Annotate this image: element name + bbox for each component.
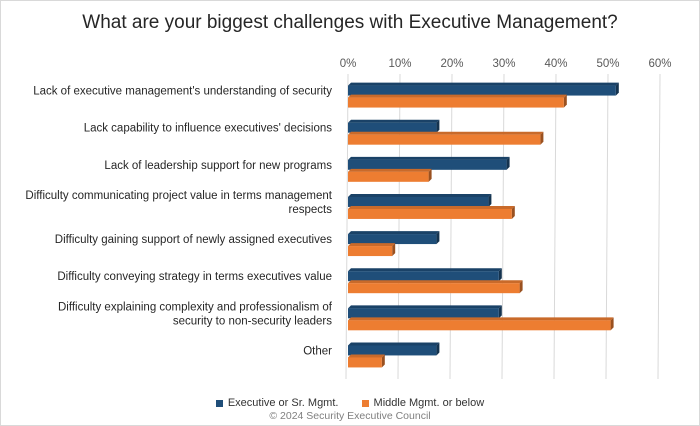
- bar-side-face: [428, 168, 432, 182]
- gridline: [553, 73, 557, 380]
- bar-top-face: [348, 243, 396, 247]
- bar-side-face: [506, 156, 510, 170]
- category-label: Difficulty conveying strategy in terms e…: [57, 271, 332, 283]
- bar-side-face: [436, 342, 440, 356]
- bar-executive: [348, 271, 499, 282]
- bar-side-face: [488, 193, 492, 207]
- category-label: Difficulty explaining complexity and pro…: [58, 301, 333, 313]
- bar-side-face: [392, 243, 396, 257]
- bar-side-face: [610, 317, 614, 331]
- bar-middle: [348, 97, 564, 108]
- legend-label-executive: Executive or Sr. Mgmt.: [227, 397, 339, 409]
- category-label: Difficulty gaining support of newly assi…: [55, 234, 332, 246]
- x-tick-label: 60%: [648, 58, 671, 70]
- category-label: respects: [289, 204, 333, 216]
- bar-top-face: [348, 305, 502, 309]
- bar-top-face: [348, 156, 510, 160]
- bar-side-face: [563, 94, 567, 108]
- category-label: Other: [303, 345, 332, 357]
- gridline: [449, 73, 453, 380]
- bar-top-face: [348, 280, 523, 284]
- category-label: Lack of leadership support for new progr…: [104, 160, 332, 172]
- bar-side-face: [615, 82, 619, 96]
- bar-top-face: [348, 131, 544, 135]
- legend-label-middle: Middle Mgmt. or below: [373, 397, 485, 409]
- x-tick-label: 0%: [340, 58, 357, 70]
- gridline: [345, 73, 349, 380]
- bar-executive: [348, 122, 437, 133]
- category-label: Lack capability to influence executives'…: [84, 123, 333, 135]
- x-tick-label: 50%: [596, 58, 619, 70]
- bar-middle: [348, 357, 382, 368]
- x-tick-label: 20%: [440, 58, 463, 70]
- bar-top-face: [348, 354, 385, 358]
- bar-top-face: [348, 94, 567, 98]
- bar-side-face: [519, 280, 523, 294]
- bar-side-face: [436, 231, 440, 245]
- x-tick-label: 30%: [492, 58, 515, 70]
- bar-executive: [348, 234, 437, 245]
- bar-top-face: [348, 268, 502, 272]
- x-tick-label: 40%: [544, 58, 567, 70]
- bar-top-face: [348, 119, 440, 123]
- legend-item-middle: Middle Mgmt. or below: [361, 397, 485, 409]
- category-label: security to non-security leaders: [173, 315, 332, 327]
- legend-item-executive: Executive or Sr. Mgmt.: [215, 397, 339, 409]
- bar-top-face: [348, 205, 515, 209]
- bar-executive: [348, 345, 437, 356]
- bar-side-face: [498, 268, 502, 282]
- legend-swatch-executive: [215, 399, 223, 407]
- bar-side-face: [540, 131, 544, 145]
- bar-middle: [348, 134, 541, 145]
- legend-swatch-middle: [361, 399, 369, 407]
- bar-top-face: [348, 342, 440, 346]
- gridline: [657, 73, 661, 380]
- bar-top-face: [348, 317, 614, 321]
- bar-side-face: [511, 205, 515, 219]
- gridline: [605, 73, 609, 380]
- bar-top-face: [348, 193, 492, 197]
- bar-middle: [348, 320, 611, 331]
- legend: Executive or Sr. Mgmt. Middle Mgmt. or b…: [0, 397, 700, 410]
- bar-executive: [348, 85, 616, 96]
- bar-executive: [348, 196, 489, 207]
- category-label: Difficulty communicating project value i…: [25, 190, 332, 202]
- bar-middle: [348, 246, 393, 257]
- bar-side-face: [381, 354, 385, 368]
- bar-side-face: [436, 119, 440, 133]
- gridline: [501, 73, 505, 380]
- chart-title: What are your biggest challenges with Ex…: [82, 12, 618, 33]
- bar-middle: [348, 283, 520, 294]
- bar-middle: [348, 171, 429, 182]
- bar-executive: [348, 159, 507, 170]
- x-tick-label: 10%: [388, 58, 411, 70]
- bar-top-face: [348, 231, 440, 235]
- bar-side-face: [498, 305, 502, 319]
- bar-top-face: [348, 168, 432, 172]
- category-label: Lack of executive management's understan…: [33, 86, 332, 98]
- bar-top-face: [348, 82, 619, 86]
- bar-middle: [348, 208, 512, 219]
- bar-executive: [348, 308, 499, 319]
- copyright-notice: © 2024 Security Executive Council: [269, 410, 431, 422]
